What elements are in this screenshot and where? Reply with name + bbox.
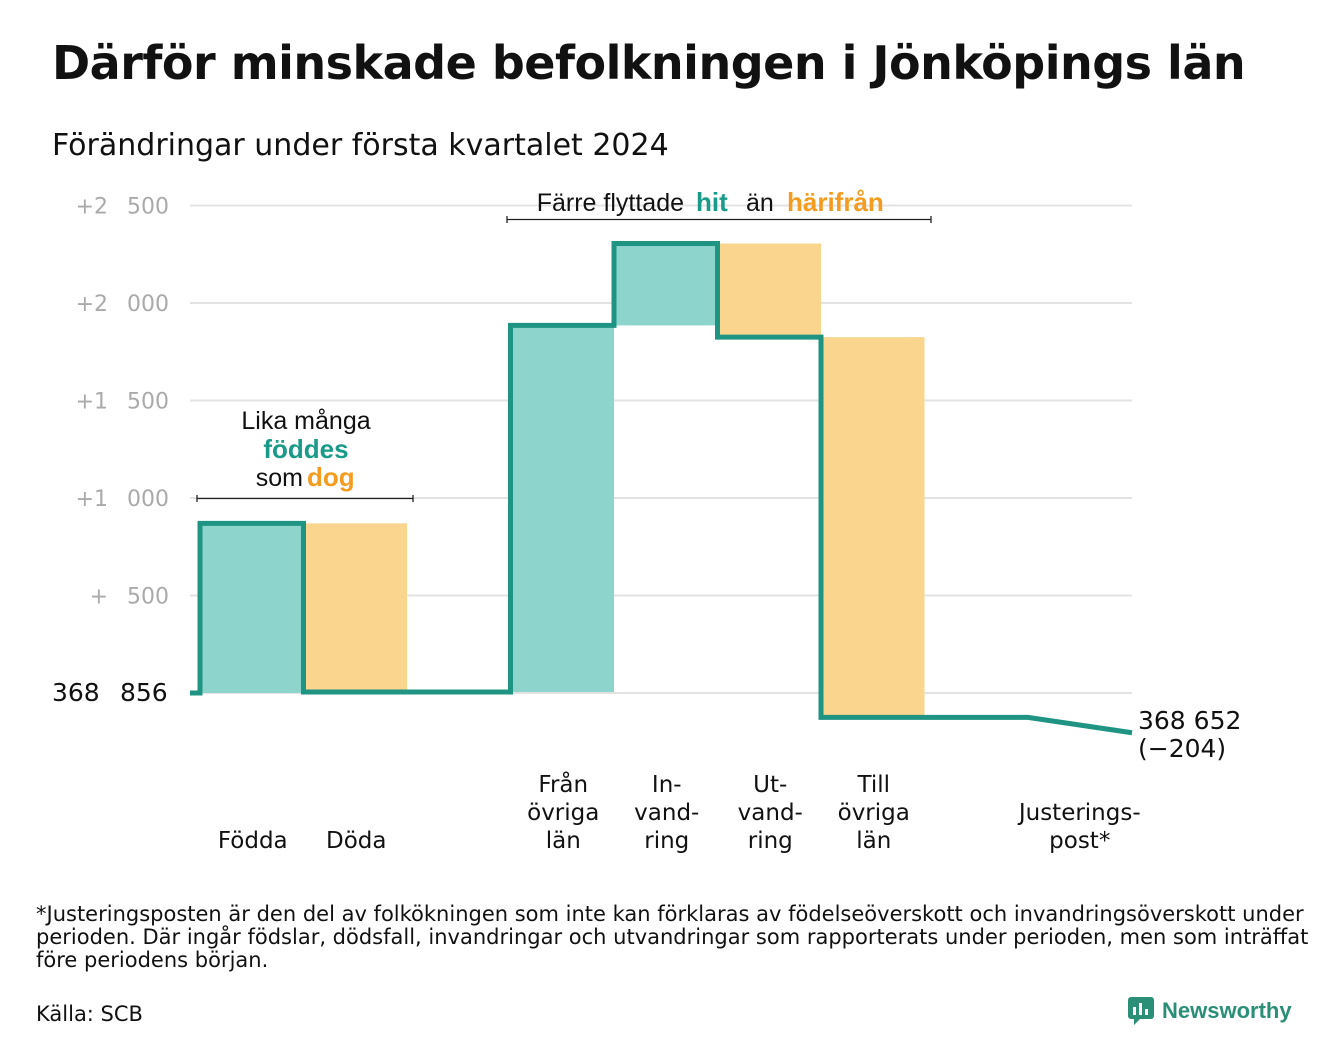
chart-title: Därför minskade befolkningen i Jönköping… bbox=[52, 36, 1246, 90]
y-tick-label: 500 bbox=[127, 390, 169, 415]
y-tick-label: 000 bbox=[127, 292, 169, 317]
annotation-bracket bbox=[506, 216, 932, 223]
end-value-label: 368 652 bbox=[1138, 706, 1241, 735]
brand-name: Newsworthy bbox=[1162, 998, 1292, 1023]
x-category-label: Döda bbox=[326, 828, 386, 854]
start-value-label: 856 bbox=[120, 678, 168, 707]
level-step-line bbox=[190, 241, 1133, 736]
y-tick-label: +2 bbox=[76, 292, 108, 317]
annotation-highlight-negative: dog bbox=[307, 462, 355, 492]
y-tick-label: +1 bbox=[76, 390, 108, 415]
annotation-text: Lika många bbox=[241, 407, 370, 435]
x-category-label: post* bbox=[1049, 828, 1110, 854]
x-category-label: övriga bbox=[838, 800, 910, 826]
footnote: *Justeringsposten är den del av folkökni… bbox=[36, 902, 1309, 972]
x-category-label: Ut- bbox=[753, 772, 787, 798]
y-tick-label: 500 bbox=[127, 585, 169, 610]
waterfall-bar bbox=[305, 523, 407, 693]
annotation-text: Färre flyttade bbox=[537, 189, 684, 217]
annotation-text: som bbox=[256, 464, 303, 492]
annotation-bracket bbox=[196, 495, 414, 502]
x-category-label: län bbox=[856, 828, 891, 854]
x-category-label: Från bbox=[538, 770, 588, 798]
x-category-label: Justerings- bbox=[1017, 800, 1141, 826]
waterfall-chart: +2 500 +2 000 +1 500 +1 000 + 500 368 856 368 652(−2… bbox=[52, 187, 1241, 854]
x-category-label: vand- bbox=[738, 800, 803, 826]
y-tick-label: 500 bbox=[127, 195, 169, 220]
source-label: Källa: SCB bbox=[36, 1002, 143, 1026]
annotation-highlight-positive: hit bbox=[696, 187, 728, 217]
waterfall-bar bbox=[512, 325, 614, 693]
x-category-label: ring bbox=[748, 828, 793, 854]
waterfall-bar bbox=[823, 337, 925, 718]
newsworthy-chart-logo-icon bbox=[1128, 997, 1154, 1025]
brand-logo: Newsworthy bbox=[1128, 997, 1292, 1025]
x-category-label: In- bbox=[652, 772, 682, 798]
annotation-highlight-positive: föddes bbox=[263, 434, 348, 464]
y-tick-label: +1 bbox=[76, 487, 108, 512]
annotation-highlight-negative: härifrån bbox=[787, 187, 884, 217]
start-value-label: 368 bbox=[52, 678, 100, 707]
x-category-label: vand- bbox=[634, 800, 699, 826]
x-category-label: Till bbox=[856, 772, 890, 798]
end-change-label: (−204) bbox=[1138, 734, 1226, 763]
x-category-label: ring bbox=[644, 828, 689, 854]
y-tick-label: +2 bbox=[76, 195, 108, 220]
x-category-label: övriga bbox=[527, 800, 599, 826]
waterfall-bar bbox=[719, 243, 821, 338]
chart-subtitle: Förändringar under första kvartalet 2024 bbox=[52, 128, 669, 163]
waterfall-bar bbox=[616, 243, 718, 326]
waterfall-bar bbox=[202, 523, 304, 693]
x-category-label: Födda bbox=[218, 828, 288, 854]
y-tick-label: 000 bbox=[127, 487, 169, 512]
x-category-label: län bbox=[546, 828, 581, 854]
annotation-text: än bbox=[746, 189, 774, 217]
y-tick-label: + bbox=[90, 585, 108, 610]
